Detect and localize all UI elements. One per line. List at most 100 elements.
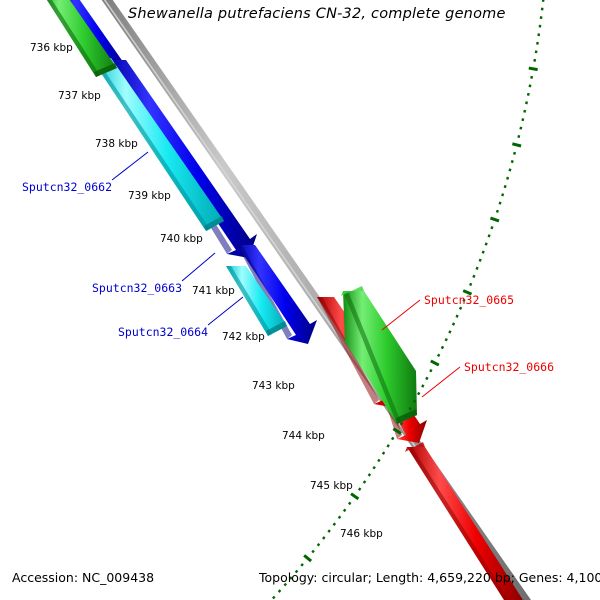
major-tick-mark bbox=[462, 289, 473, 296]
minor-tick-mark bbox=[503, 184, 507, 189]
ruler-tick-label: 744 kbp bbox=[282, 430, 325, 442]
minor-tick-mark bbox=[294, 569, 299, 574]
ruler-tick-label: 737 kbp bbox=[58, 90, 101, 102]
minor-tick-mark bbox=[277, 589, 282, 593]
ruler-tick-label: 745 kbp bbox=[310, 480, 353, 492]
minor-tick-mark bbox=[327, 529, 331, 533]
ruler-tick-label: 742 kbp bbox=[222, 331, 265, 343]
minor-tick-mark bbox=[469, 282, 473, 287]
ruler-tick-label: 736 kbp bbox=[30, 42, 73, 54]
gene-bar-sputcn32-0665[interactable] bbox=[341, 286, 417, 424]
minor-tick-mark bbox=[495, 209, 499, 213]
minor-tick-mark bbox=[289, 576, 293, 580]
minor-tick-mark bbox=[390, 436, 395, 441]
minor-tick-mark bbox=[451, 322, 456, 326]
coordinate-tick-arc bbox=[272, 0, 545, 600]
minor-tick-mark bbox=[506, 176, 510, 180]
gene-label-leader-lines bbox=[111, 151, 461, 398]
gene-label-sputcn32_0664[interactable]: Sputcn32_0664 bbox=[118, 325, 209, 339]
minor-tick-mark bbox=[478, 258, 482, 262]
minor-tick-mark bbox=[408, 406, 412, 411]
minor-tick-mark bbox=[316, 542, 321, 547]
ruler-tick-label: 741 kbp bbox=[192, 285, 235, 297]
minor-tick-mark bbox=[510, 160, 514, 164]
ruler-tick-label: 740 kbp bbox=[160, 233, 203, 245]
gene-label-sputcn32_0666[interactable]: Sputcn32_0666 bbox=[464, 360, 555, 374]
minor-tick-mark bbox=[521, 118, 525, 122]
ruler-tick-label: 738 kbp bbox=[95, 138, 138, 150]
leader-line-sputcn32_0666 bbox=[421, 366, 461, 398]
minor-tick-mark bbox=[523, 109, 527, 113]
minor-tick-mark bbox=[357, 487, 362, 491]
minor-tick-mark bbox=[444, 338, 448, 342]
leader-line-sputcn32_0664 bbox=[207, 296, 244, 326]
minor-tick-mark bbox=[462, 298, 466, 302]
minor-tick-mark bbox=[412, 399, 417, 403]
minor-tick-mark bbox=[404, 414, 408, 418]
leader-line-sputcn32_0665 bbox=[381, 299, 421, 331]
minor-tick-mark bbox=[484, 242, 488, 246]
gene-bar-sputcn32-0664[interactable] bbox=[226, 266, 287, 336]
minor-tick-mark bbox=[347, 501, 352, 506]
minor-tick-mark bbox=[381, 451, 386, 455]
minor-tick-mark bbox=[487, 234, 491, 238]
ruler-tick-label: 739 kbp bbox=[128, 190, 171, 202]
minor-tick-mark bbox=[283, 582, 288, 587]
minor-tick-mark bbox=[342, 508, 347, 513]
minor-tick-mark bbox=[501, 193, 505, 197]
major-tick-mark bbox=[430, 359, 440, 367]
minor-tick-mark bbox=[322, 536, 326, 540]
ruler-tick-label: 743 kbp bbox=[252, 380, 295, 392]
gene-bar-sputcn32-0662[interactable] bbox=[91, 58, 224, 231]
minor-tick-mark bbox=[498, 201, 502, 205]
minor-tick-mark bbox=[437, 353, 441, 357]
minor-tick-mark bbox=[508, 168, 512, 172]
minor-tick-mark bbox=[332, 522, 337, 526]
leader-line-sputcn32_0662 bbox=[111, 151, 149, 181]
gene-label-sputcn32_0665[interactable]: Sputcn32_0665 bbox=[424, 293, 515, 307]
ruler-tick-label: 746 kbp bbox=[340, 528, 383, 540]
gene-label-sputcn32_0662[interactable]: Sputcn32_0662 bbox=[22, 180, 113, 194]
gene-bar-upper-green[interactable] bbox=[38, 0, 117, 77]
leader-line-sputcn32_0663 bbox=[181, 252, 216, 282]
minor-tick-mark bbox=[513, 151, 517, 155]
minor-tick-mark bbox=[399, 421, 404, 426]
accession-text: Accession: NC_009438 bbox=[12, 570, 155, 585]
minor-tick-mark bbox=[455, 314, 459, 318]
major-tick-mark bbox=[392, 427, 402, 435]
gene-bar-sputcn32-0666[interactable] bbox=[405, 442, 523, 600]
forward-strand-track bbox=[38, 0, 317, 344]
minor-tick-mark bbox=[519, 126, 523, 130]
minor-tick-mark bbox=[429, 368, 433, 373]
minor-tick-mark bbox=[481, 250, 485, 254]
minor-tick-mark bbox=[425, 376, 429, 381]
minor-tick-mark bbox=[337, 515, 342, 520]
minor-tick-mark bbox=[517, 134, 521, 139]
reverse-strand-track bbox=[317, 286, 523, 600]
minor-tick-mark bbox=[475, 266, 479, 270]
minor-tick-mark bbox=[386, 444, 390, 448]
page-title: Shewanella putrefaciens CN-32, complete … bbox=[128, 6, 506, 22]
minor-tick-mark bbox=[417, 391, 421, 396]
minor-tick-mark bbox=[372, 465, 376, 470]
minor-tick-mark bbox=[311, 549, 315, 554]
minor-tick-mark bbox=[367, 473, 372, 477]
minor-tick-mark bbox=[377, 458, 381, 463]
minor-tick-mark bbox=[362, 480, 367, 484]
minor-tick-mark bbox=[448, 330, 452, 334]
major-tick-mark bbox=[303, 554, 313, 563]
major-tick-mark bbox=[350, 492, 360, 501]
minor-tick-mark bbox=[272, 595, 276, 600]
minor-tick-mark bbox=[300, 563, 304, 567]
minor-tick-mark bbox=[440, 345, 445, 350]
minor-tick-mark bbox=[421, 384, 425, 388]
gene-label-sputcn32_0663[interactable]: Sputcn32_0663 bbox=[92, 281, 183, 295]
major-tick-mark bbox=[511, 142, 522, 148]
major-tick-mark bbox=[489, 216, 500, 223]
minor-tick-mark bbox=[525, 101, 528, 105]
minor-tick-mark bbox=[490, 226, 494, 230]
major-tick-mark bbox=[528, 66, 538, 72]
minor-tick-mark bbox=[472, 274, 476, 278]
